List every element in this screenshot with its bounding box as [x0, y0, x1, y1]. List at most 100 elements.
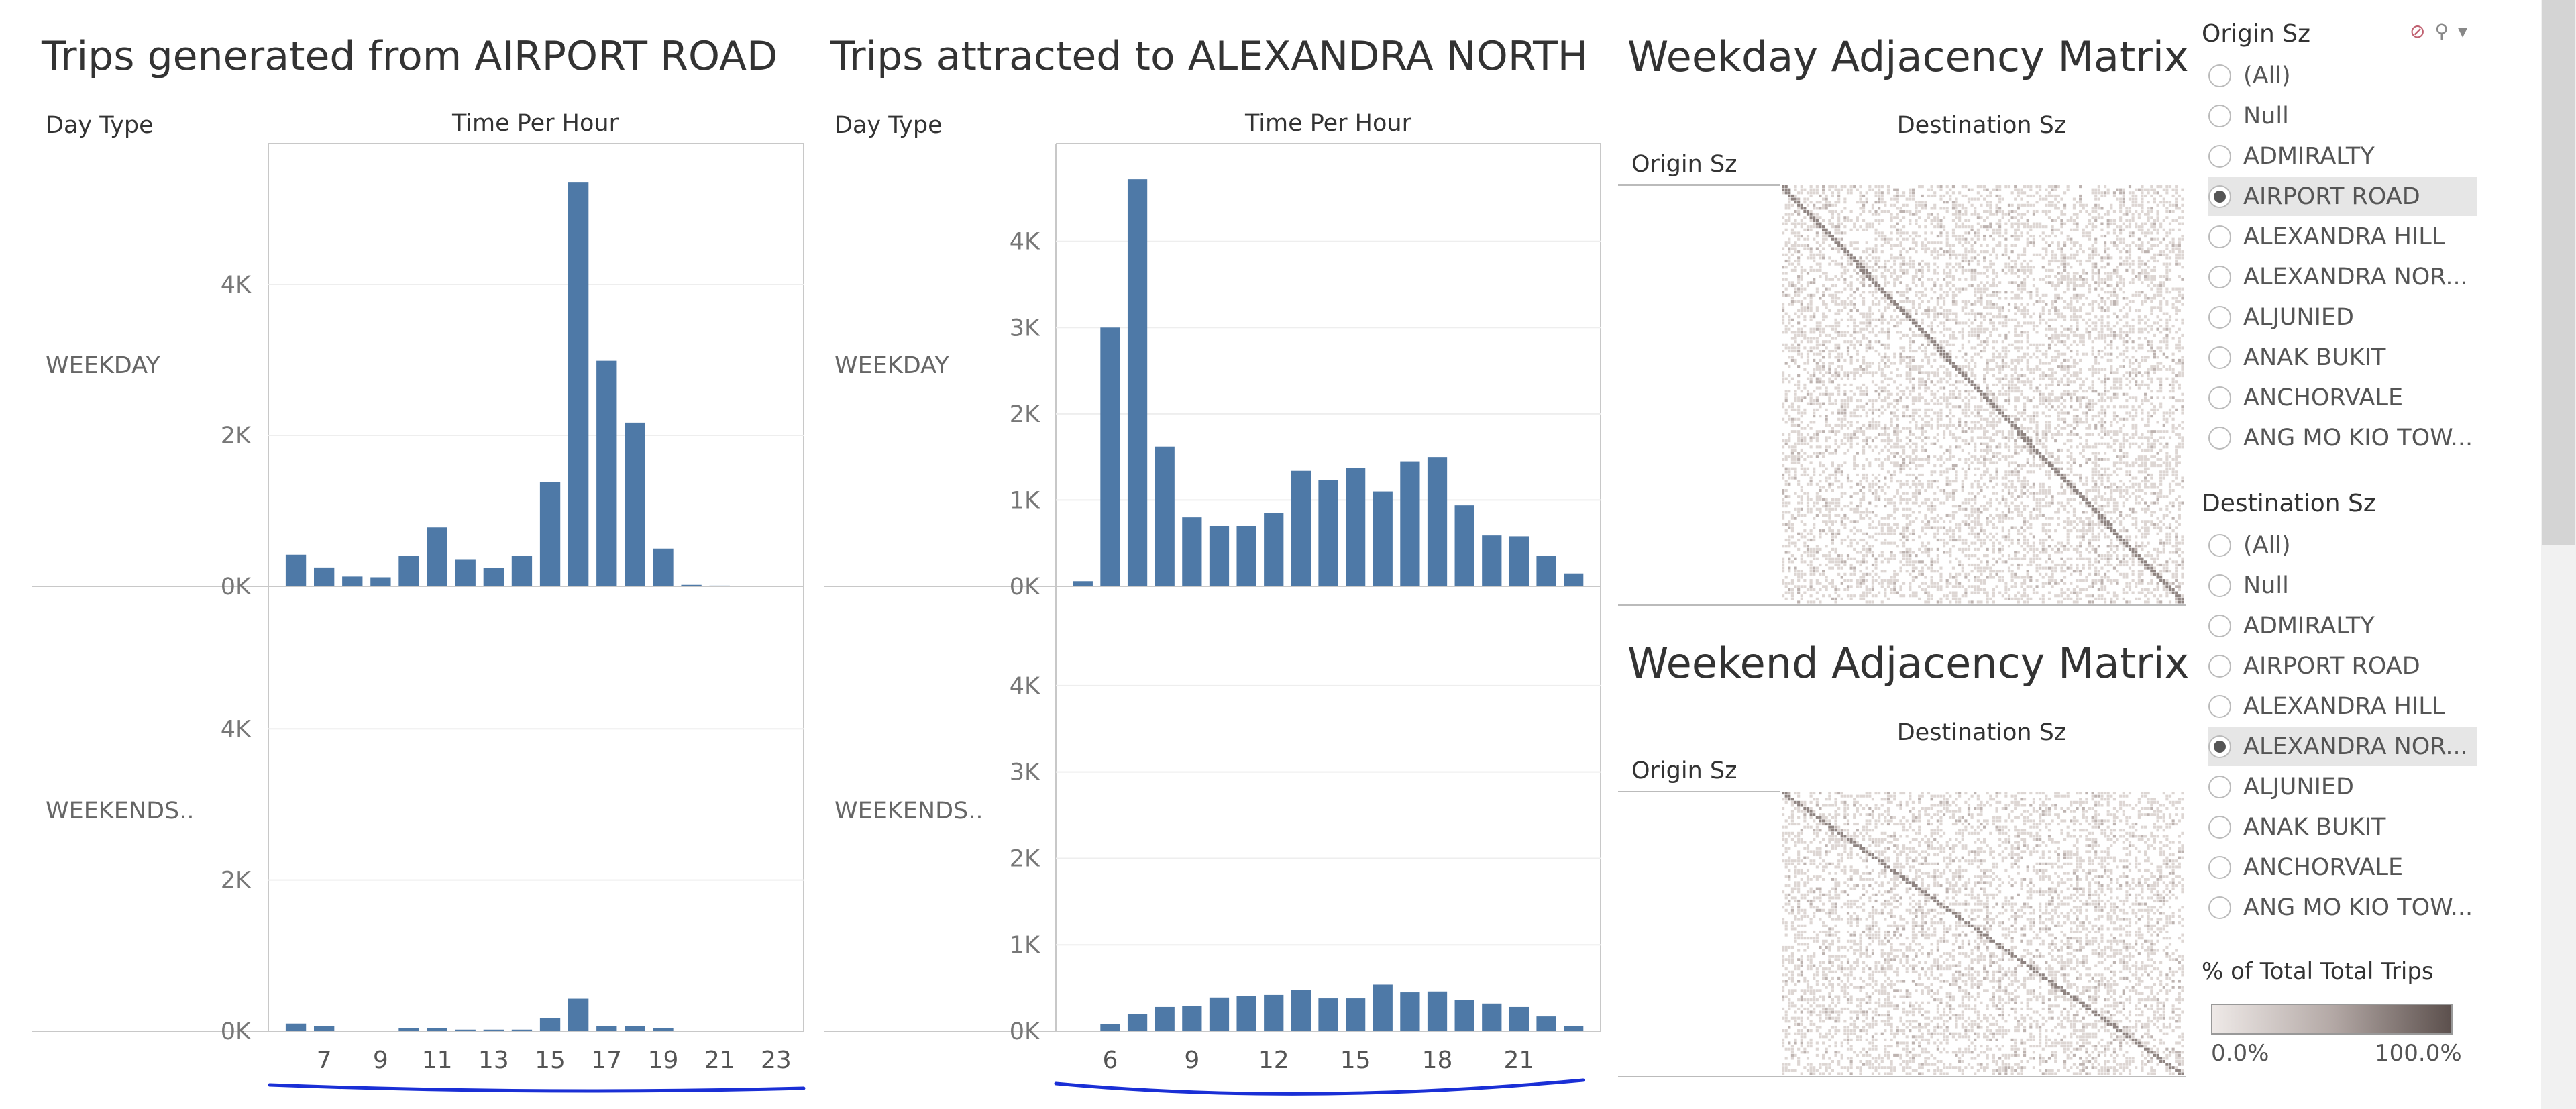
filter-option[interactable]: AIRPORT ROAD	[2208, 177, 2477, 216]
scrollbar-thumb[interactable]	[2542, 0, 2575, 545]
bar[interactable]	[1291, 470, 1311, 586]
bar[interactable]	[398, 556, 419, 586]
bar[interactable]	[455, 1029, 476, 1031]
bar[interactable]	[1564, 1026, 1584, 1031]
bar[interactable]	[1346, 468, 1366, 586]
bar[interactable]	[314, 1026, 335, 1031]
bar[interactable]	[285, 1023, 307, 1031]
bar[interactable]	[1536, 556, 1556, 586]
radio-icon[interactable]	[2208, 145, 2231, 168]
filter-option[interactable]: ALEXANDRA HILL	[2208, 687, 2477, 726]
bar[interactable]	[653, 548, 674, 586]
bar[interactable]	[1209, 526, 1230, 586]
bar[interactable]	[1182, 517, 1202, 586]
bar[interactable]	[539, 1018, 561, 1031]
filter-option[interactable]: ANG MO KIO TOW...	[2208, 419, 2477, 458]
bar[interactable]	[1454, 1000, 1474, 1031]
search-icon[interactable]: ⚲	[2434, 20, 2449, 42]
bar[interactable]	[483, 568, 504, 586]
bar[interactable]	[1209, 997, 1230, 1031]
filter-option[interactable]: AIRPORT ROAD	[2208, 647, 2477, 686]
filter-option[interactable]: ADMIRALTY	[2208, 606, 2477, 645]
bar[interactable]	[568, 182, 589, 586]
bar[interactable]	[1155, 1006, 1175, 1031]
bar[interactable]	[1264, 994, 1284, 1031]
bar[interactable]	[1291, 990, 1311, 1031]
filter-option[interactable]: (All)	[2208, 526, 2477, 565]
bar[interactable]	[511, 1029, 533, 1031]
filter-option[interactable]: ANCHORVALE	[2208, 848, 2477, 887]
bar[interactable]	[398, 1028, 419, 1031]
radio-icon[interactable]	[2208, 856, 2231, 879]
radio-icon[interactable]	[2208, 64, 2231, 87]
filter-option[interactable]: Null	[2208, 566, 2477, 605]
bar[interactable]	[1155, 446, 1175, 586]
radio-icon[interactable]	[2208, 225, 2231, 248]
filter-option[interactable]: ALEXANDRA HILL	[2208, 217, 2477, 256]
bar[interactable]	[596, 1026, 617, 1031]
bar[interactable]	[1346, 998, 1366, 1031]
radio-icon[interactable]	[2208, 816, 2231, 839]
filter-option[interactable]: ALEXANDRA NOR...	[2208, 258, 2477, 297]
radio-icon[interactable]	[2208, 386, 2231, 409]
bar[interactable]	[653, 1028, 674, 1031]
radio-icon[interactable]	[2208, 306, 2231, 329]
radio-icon[interactable]	[2208, 695, 2231, 718]
bar[interactable]	[1100, 1024, 1120, 1031]
bar[interactable]	[1509, 536, 1529, 586]
bar[interactable]	[1318, 480, 1338, 586]
bar[interactable]	[285, 554, 307, 586]
radio-icon[interactable]	[2208, 615, 2231, 637]
radio-icon[interactable]	[2208, 776, 2231, 798]
filter-option[interactable]: ALJUNIED	[2208, 298, 2477, 337]
filter-option[interactable]: ANG MO KIO TOW...	[2208, 888, 2477, 927]
radio-icon[interactable]	[2208, 896, 2231, 919]
bar[interactable]	[1236, 996, 1256, 1031]
bar[interactable]	[1073, 581, 1093, 586]
bar[interactable]	[1509, 1006, 1529, 1031]
bar[interactable]	[427, 1028, 447, 1031]
clear-filter-icon[interactable]: ⊘	[2410, 20, 2426, 42]
radio-icon[interactable]	[2208, 655, 2231, 678]
radio-icon[interactable]	[2208, 105, 2231, 127]
bar[interactable]	[1182, 1006, 1202, 1031]
bar[interactable]	[511, 556, 533, 586]
dropdown-icon[interactable]: ▾	[2457, 20, 2468, 42]
bar[interactable]	[1536, 1016, 1556, 1031]
bar[interactable]	[455, 559, 476, 587]
filter-option[interactable]: ANAK BUKIT	[2208, 338, 2477, 377]
weekend-adjacency-matrix[interactable]	[1782, 792, 2184, 1075]
weekday-adjacency-matrix[interactable]	[1782, 185, 2184, 604]
filter-option[interactable]: ALJUNIED	[2208, 768, 2477, 806]
bar[interactable]	[1482, 1003, 1502, 1031]
bar[interactable]	[539, 482, 561, 586]
bar[interactable]	[1400, 461, 1420, 586]
bar[interactable]	[596, 360, 617, 586]
bar[interactable]	[342, 576, 363, 586]
bar[interactable]	[1264, 513, 1284, 586]
bar[interactable]	[427, 527, 447, 586]
bar[interactable]	[314, 567, 335, 586]
bar[interactable]	[1482, 535, 1502, 586]
bar[interactable]	[625, 1026, 645, 1031]
bar[interactable]	[1454, 505, 1474, 586]
bar[interactable]	[568, 998, 589, 1031]
radio-icon[interactable]	[2208, 534, 2231, 557]
filter-option[interactable]: ANAK BUKIT	[2208, 808, 2477, 847]
radio-icon[interactable]	[2208, 346, 2231, 369]
bar[interactable]	[681, 584, 702, 586]
bar[interactable]	[1318, 998, 1338, 1031]
radio-icon[interactable]	[2208, 427, 2231, 450]
bar[interactable]	[1373, 491, 1393, 586]
bar[interactable]	[1427, 457, 1448, 586]
bar[interactable]	[1400, 992, 1420, 1031]
filter-option[interactable]: ALEXANDRA NOR...	[2208, 727, 2477, 766]
bar[interactable]	[1100, 327, 1120, 586]
bar[interactable]	[1127, 179, 1148, 587]
filter-option[interactable]: (All)	[2208, 56, 2477, 95]
bar[interactable]	[1427, 991, 1448, 1031]
radio-icon[interactable]	[2208, 185, 2231, 208]
bar[interactable]	[483, 1029, 504, 1031]
radio-icon[interactable]	[2208, 574, 2231, 597]
bar[interactable]	[1127, 1014, 1148, 1031]
